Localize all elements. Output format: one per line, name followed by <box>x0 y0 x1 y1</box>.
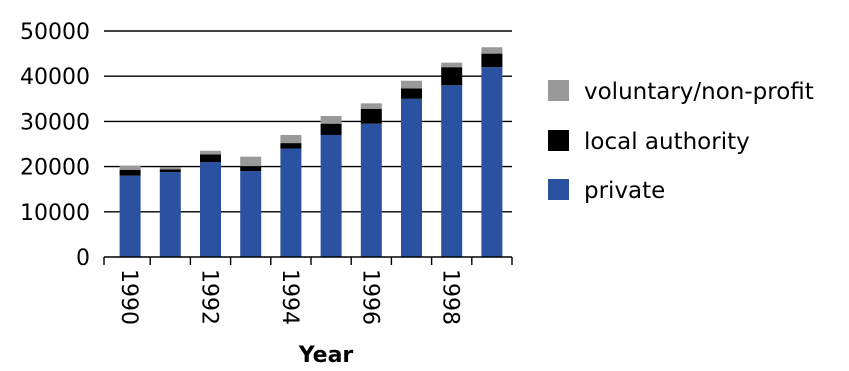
bar-segment-local-authority <box>481 53 503 68</box>
bar-segment-private <box>481 67 503 257</box>
x-tick-label: 1990 <box>116 269 141 325</box>
bar-segment-private <box>240 171 262 257</box>
bar-segment-local-authority <box>240 166 262 172</box>
bar-segment-voluntary-non-profit <box>360 103 382 109</box>
y-tick-label: 40000 <box>20 65 90 90</box>
x-tick-label: 1992 <box>197 269 222 325</box>
bar-segment-voluntary-non-profit <box>320 115 342 124</box>
legend-swatch <box>548 130 569 151</box>
bar-segment-voluntary-non-profit <box>200 150 221 155</box>
bar-segment-local-authority <box>200 154 221 163</box>
bar-segment-private <box>441 85 463 258</box>
bar-segment-local-authority <box>280 143 302 149</box>
bar-segment-local-authority <box>401 88 422 99</box>
bar-segment-private <box>280 148 302 257</box>
legend: voluntary/non-profit local authority priva… <box>548 79 814 204</box>
legend-label: private <box>584 178 665 204</box>
bars <box>119 47 503 258</box>
y-tick-label: 10000 <box>20 201 90 226</box>
x-tick-label: 1996 <box>357 269 382 325</box>
bar-segment-private <box>200 162 221 257</box>
bar-segment-local-authority <box>441 67 463 86</box>
y-tick-label: 20000 <box>20 156 90 181</box>
bar-segment-private <box>320 134 342 257</box>
bar-segment-local-authority <box>159 169 181 173</box>
bar-segment-voluntary-non-profit <box>119 165 141 170</box>
bar-segment-voluntary-non-profit <box>481 47 503 54</box>
legend-swatch <box>548 179 569 200</box>
axes: 0 10000 20000 30000 40000 50000 1990 1992 1994 19… <box>20 20 513 325</box>
x-tick-label: 1994 <box>277 269 302 325</box>
legend-label: local authority <box>584 129 750 155</box>
legend-swatch <box>548 80 569 101</box>
bar-segment-voluntary-non-profit <box>159 167 181 170</box>
x-tick-label: 1998 <box>438 269 463 325</box>
y-tick-label: 0 <box>76 246 90 271</box>
bar-segment-voluntary-non-profit <box>240 156 262 167</box>
y-tick-label: 50000 <box>20 20 90 45</box>
bar-segment-local-authority <box>320 123 342 135</box>
bar-segment-private <box>360 123 382 257</box>
legend-label: voluntary/non-profit <box>584 79 814 105</box>
bar-segment-local-authority <box>119 169 141 176</box>
bar-segment-private <box>119 175 141 257</box>
bar-segment-voluntary-non-profit <box>280 134 302 144</box>
x-axis-title: Year <box>298 343 354 367</box>
bar-segment-voluntary-non-profit <box>401 80 422 89</box>
y-tick-label: 30000 <box>20 110 90 135</box>
bar-segment-local-authority <box>360 108 382 124</box>
bar-segment-private <box>159 172 181 257</box>
bar-segment-private <box>401 98 422 257</box>
bar-segment-voluntary-non-profit <box>441 62 463 68</box>
